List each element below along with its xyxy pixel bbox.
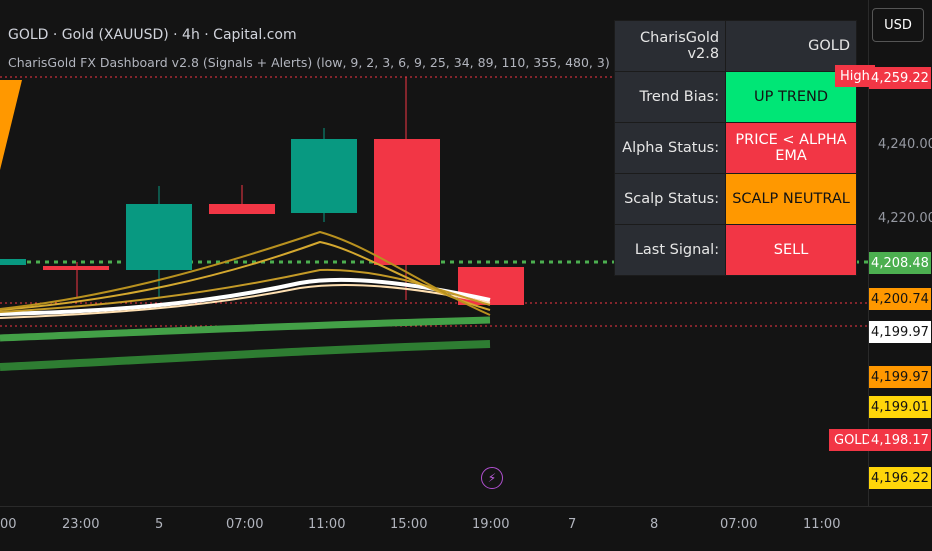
time-label: 07:00 (226, 517, 264, 532)
indicator-legend[interactable]: CharisGold FX Dashboard v2.8 (Signals + … (8, 55, 610, 70)
price-tag: 4,208.48 (869, 252, 931, 274)
gold-label: GOLD (829, 429, 877, 451)
time-label: 15:00 (390, 517, 428, 532)
dashboard-header-row: CharisGold v2.8 GOLD (613, 20, 857, 72)
price-tag: 4,196.22 (869, 467, 931, 489)
lightning-icon[interactable]: ⚡ (481, 467, 503, 489)
row-label: Alpha Status: (613, 122, 727, 174)
dashboard-row: Last Signal: SELL (613, 224, 857, 276)
time-label: 7 (568, 517, 577, 532)
row-label: Last Signal: (613, 224, 727, 276)
dashboard-row: Scalp Status: SCALP NEUTRAL (613, 173, 857, 225)
price-tag-gold: 4,198.17 (869, 429, 931, 451)
time-label: 8 (650, 517, 659, 532)
price-tag: 4,199.01 (869, 396, 931, 418)
candles (0, 77, 524, 305)
axis-label: 4,240.00 (878, 137, 932, 152)
alpha-status-value: PRICE < ALPHA EMA (725, 122, 857, 174)
price-tag-current: 4,199.97 (869, 321, 931, 343)
high-label: High (835, 65, 875, 87)
last-signal-value: SELL (725, 224, 857, 276)
candle (291, 139, 357, 213)
price-tag-high: 4,259.22 (869, 67, 931, 89)
candle (43, 266, 109, 270)
row-label: Trend Bias: (613, 71, 727, 123)
row-label: Scalp Status: (613, 173, 727, 225)
time-label: 07:00 (720, 517, 758, 532)
time-label: 11:00 (308, 517, 346, 532)
time-label: 19:00 (472, 517, 510, 532)
time-label: 5 (155, 517, 164, 532)
candle (209, 204, 275, 214)
candle (126, 204, 192, 270)
time-axis[interactable] (0, 506, 932, 551)
time-label: 11:00 (803, 517, 841, 532)
dashboard-symbol: GOLD (725, 20, 857, 72)
time-label: 23:00 (62, 517, 100, 532)
moving-averages (0, 230, 491, 371)
dashboard-table: CharisGold v2.8 GOLD Trend Bias: UP TREN… (613, 20, 857, 276)
axis-label: 4,220.00 (878, 211, 932, 226)
scalp-status-value: SCALP NEUTRAL (725, 173, 857, 225)
currency-button[interactable]: USD (872, 8, 924, 42)
time-label: 00 (0, 517, 17, 532)
dashboard-row: Trend Bias: UP TREND (613, 71, 857, 123)
price-tag: 4,200.74 (869, 288, 931, 310)
price-tag: 4,199.97 (869, 366, 931, 388)
dashboard-row: Alpha Status: PRICE < ALPHA EMA (613, 122, 857, 174)
candle (374, 139, 440, 265)
signal-triangle (0, 80, 22, 170)
chart-title: GOLD · Gold (XAUUSD) · 4h · Capital.com (8, 27, 297, 43)
dashboard-title: CharisGold v2.8 (613, 20, 727, 72)
